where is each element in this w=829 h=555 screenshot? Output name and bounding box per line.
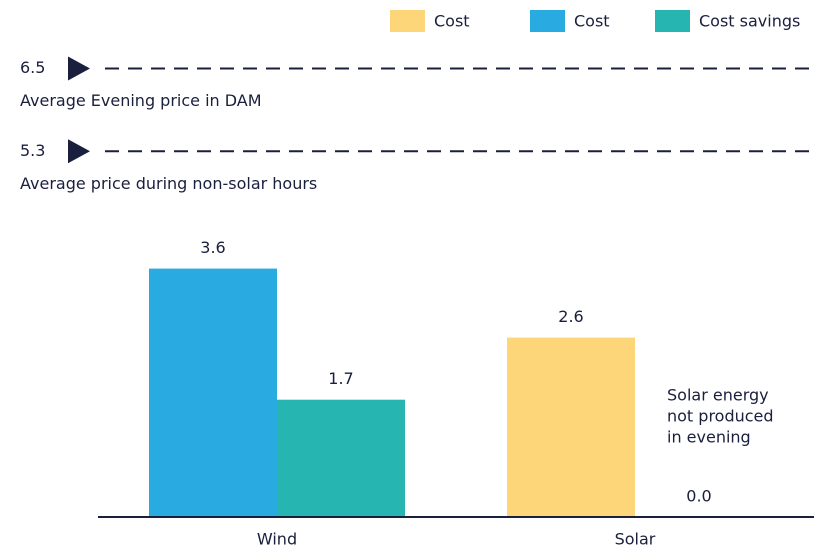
reference-label: Average Evening price in DAM (20, 91, 262, 110)
legend-label: Cost savings (699, 12, 800, 31)
reference-value: 5.3 (20, 141, 45, 160)
value-label: 2.6 (558, 307, 583, 326)
legend-label: Cost (434, 12, 470, 31)
annotation: in evening (667, 428, 751, 447)
bar (149, 268, 277, 517)
x-tick-label: Solar (615, 530, 656, 549)
bar (507, 337, 635, 517)
reference-marker (68, 139, 90, 164)
value-label: 3.6 (200, 238, 225, 257)
reference-value: 6.5 (20, 58, 45, 77)
value-label: 1.7 (328, 369, 353, 388)
annotation: not produced (667, 407, 774, 426)
legend-swatch (390, 10, 425, 32)
reference-marker (68, 56, 90, 81)
bar (277, 399, 405, 517)
value-label: 0.0 (686, 487, 711, 506)
x-tick-label: Wind (257, 530, 297, 549)
legend-label: Cost (574, 12, 610, 31)
reference-label: Average price during non-solar hours (20, 174, 317, 193)
legend-swatch (655, 10, 690, 32)
annotation: Solar energy (667, 386, 769, 405)
legend-swatch (530, 10, 565, 32)
